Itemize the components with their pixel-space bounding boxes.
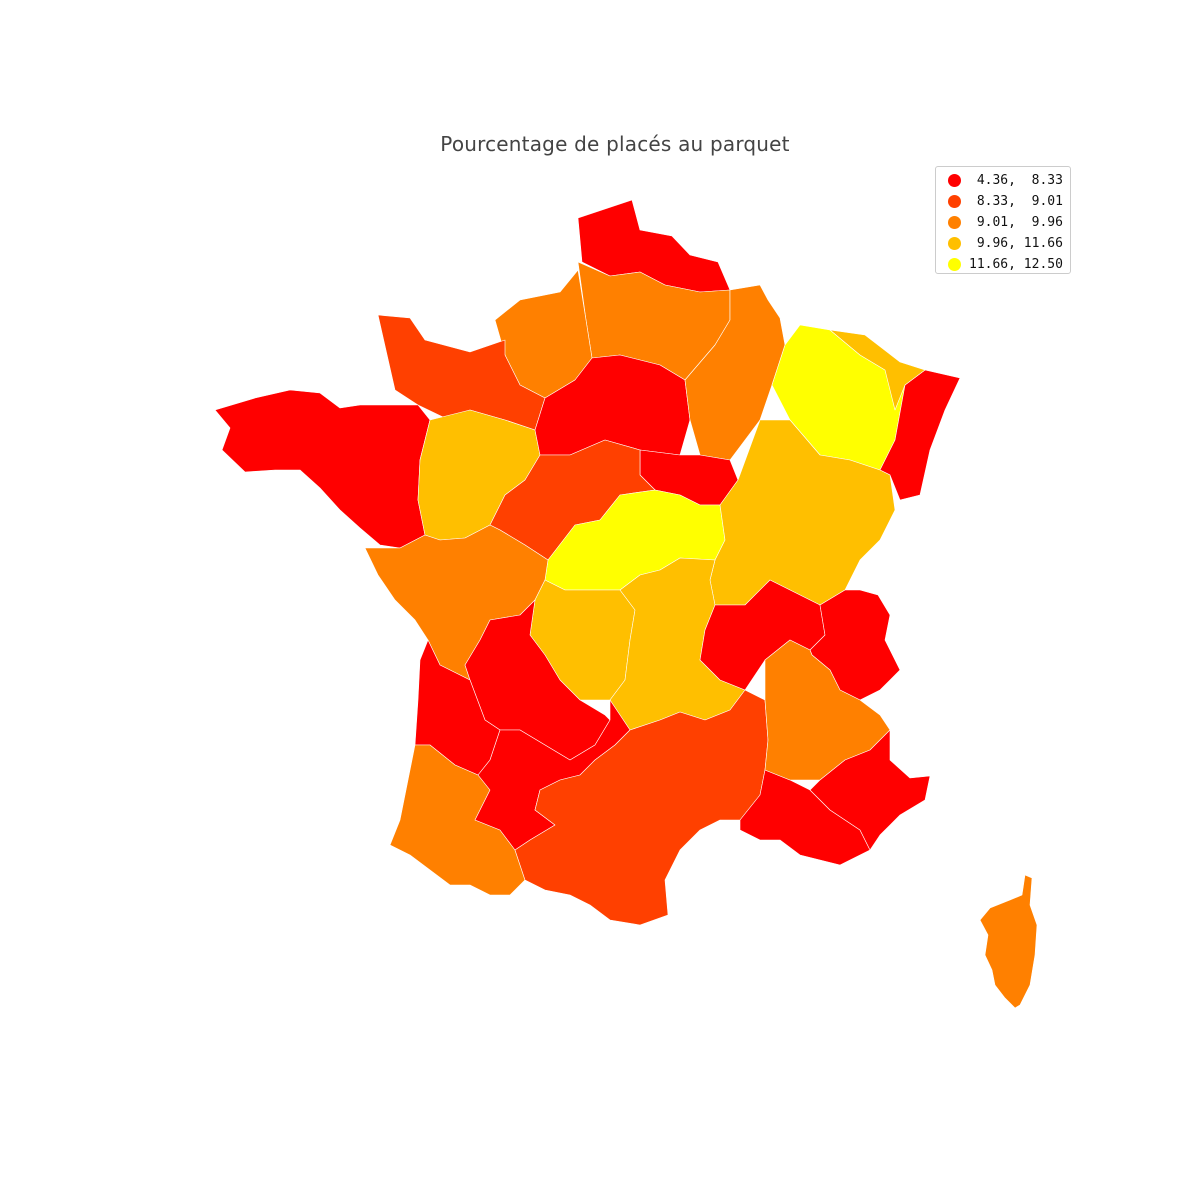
legend-item: 9.96, 11.66 xyxy=(936,233,1070,254)
legend-item: 4.36, 8.33 xyxy=(936,170,1070,191)
legend-marker xyxy=(948,174,961,187)
legend-label: 4.36, 8.33 xyxy=(969,173,1063,188)
region-midi-pyrenees xyxy=(514,689,769,926)
legend-marker xyxy=(948,216,961,229)
legend-marker xyxy=(948,237,961,250)
region-corse xyxy=(979,874,1038,1009)
region-paca xyxy=(809,729,931,851)
legend-item: 9.01, 9.96 xyxy=(936,212,1070,233)
legend: 4.36, 8.33 8.33, 9.01 9.01, 9.96 9.96, 1… xyxy=(935,166,1071,274)
region-champagne-ardenne xyxy=(684,284,786,461)
legend-label: 9.01, 9.96 xyxy=(969,215,1063,230)
region-moselle xyxy=(829,329,926,411)
legend-label: 11.66, 12.50 xyxy=(969,257,1063,272)
legend-marker xyxy=(948,258,961,271)
legend-item: 11.66, 12.50 xyxy=(936,254,1070,275)
legend-marker xyxy=(948,195,961,208)
legend-label: 8.33, 9.01 xyxy=(969,194,1063,209)
legend-label: 9.96, 11.66 xyxy=(969,236,1063,251)
map-title: Pourcentage de placés au parquet xyxy=(440,132,790,156)
region-bretagne xyxy=(214,389,431,549)
legend-item: 8.33, 9.01 xyxy=(936,191,1070,212)
region-alsace xyxy=(879,369,961,501)
